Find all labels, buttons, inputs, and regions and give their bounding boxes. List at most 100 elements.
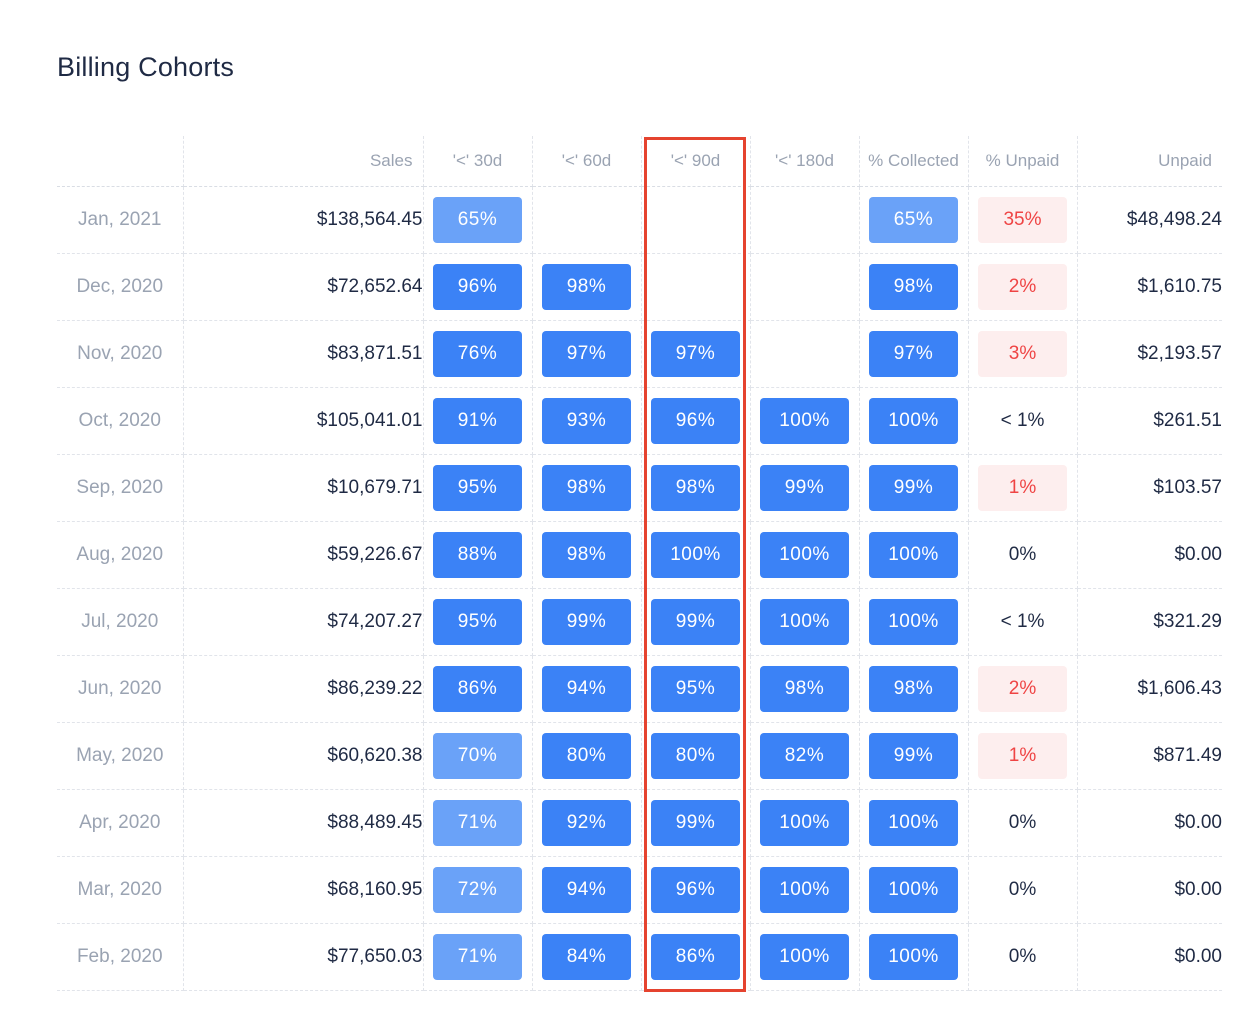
pct-pill-60d: 94%	[542, 665, 631, 712]
cell-60d: 98%	[532, 253, 642, 321]
unpaid-pct-badge: < 1%	[1000, 610, 1045, 632]
cell-180d: 100%	[750, 521, 860, 589]
cell-60d: 94%	[532, 655, 642, 723]
col-header-180d[interactable]: '<' 180d	[750, 136, 860, 187]
cohort-unpaid-amount: $0.00	[1077, 923, 1222, 991]
table-row[interactable]: Jan, 2021 $138,564.45 65% 65% 35% $48,498.24	[57, 186, 1222, 254]
pct-pill-30d: 88%	[433, 531, 522, 578]
col-header-90d[interactable]: '<' 90d	[641, 136, 751, 187]
table-row[interactable]: Dec, 2020 $72,652.64 96% 98% 98% 2% $1,610.75	[57, 253, 1222, 321]
cell-30d: 70%	[423, 722, 533, 790]
pct-pill-collected: 100%	[869, 531, 958, 578]
cell-90d: 98%	[641, 454, 751, 522]
pct-pill-90d: 100%	[651, 531, 740, 578]
table-row[interactable]: Apr, 2020 $88,489.45 71% 92% 99% 100% 100% 0% $0…	[57, 789, 1222, 857]
cell-60d: 93%	[532, 387, 642, 455]
pct-pill-90d: 80%	[651, 732, 740, 779]
cohort-month: Dec, 2020	[57, 253, 184, 321]
cell-collected: 100%	[859, 588, 969, 656]
pct-pill-60d: 94%	[542, 866, 631, 913]
unpaid-pct-badge: 0%	[1008, 811, 1037, 833]
pct-pill-180d	[760, 194, 849, 240]
cohort-month: May, 2020	[57, 722, 184, 790]
col-header-30d[interactable]: '<' 30d	[423, 136, 533, 187]
pct-pill-180d: 82%	[760, 732, 849, 779]
pct-pill-90d	[651, 194, 740, 240]
table-row[interactable]: Feb, 2020 $77,650.03 71% 84% 86% 100% 100% 0% $0…	[57, 923, 1222, 991]
cohort-month: Nov, 2020	[57, 320, 184, 388]
cell-60d: 80%	[532, 722, 642, 790]
cell-unpaid-pct: 35%	[968, 186, 1078, 254]
pct-pill-90d: 86%	[651, 933, 740, 980]
cell-180d: 100%	[750, 856, 860, 924]
pct-pill-60d: 97%	[542, 330, 631, 377]
cohort-unpaid-amount: $48,498.24	[1077, 186, 1222, 254]
cohort-month: Apr, 2020	[57, 789, 184, 857]
unpaid-pct-badge: 1%	[978, 464, 1067, 511]
pct-pill-60d: 99%	[542, 598, 631, 645]
cohort-unpaid-amount: $0.00	[1077, 521, 1222, 589]
unpaid-pct-badge: 35%	[978, 196, 1067, 243]
cell-collected: 100%	[859, 923, 969, 991]
col-header-60d[interactable]: '<' 60d	[532, 136, 642, 187]
cell-30d: 65%	[423, 186, 533, 254]
cell-180d	[750, 320, 860, 388]
pct-pill-60d: 98%	[542, 263, 631, 310]
cell-180d: 100%	[750, 789, 860, 857]
cohort-unpaid-amount: $2,193.57	[1077, 320, 1222, 388]
table-row[interactable]: May, 2020 $60,620.38 70% 80% 80% 82% 99% 1% $871…	[57, 722, 1222, 790]
table-row[interactable]: Jul, 2020 $74,207.27 95% 99% 99% 100% 100% < 1%…	[57, 588, 1222, 656]
cell-180d	[750, 186, 860, 254]
cohort-sales: $74,207.27	[183, 588, 424, 656]
col-header-unpaid-pct[interactable]: % Unpaid	[968, 136, 1078, 187]
cohort-sales: $138,564.45	[183, 186, 424, 254]
table-row[interactable]: Jun, 2020 $86,239.22 86% 94% 95% 98% 98% 2% $1,6…	[57, 655, 1222, 723]
col-header-unpaid[interactable]: Unpaid	[1077, 136, 1222, 187]
cell-unpaid-pct: 1%	[968, 454, 1078, 522]
pct-pill-60d: 93%	[542, 397, 631, 444]
cohort-sales: $72,652.64	[183, 253, 424, 321]
cell-unpaid-pct: 0%	[968, 923, 1078, 991]
cell-30d: 96%	[423, 253, 533, 321]
pct-pill-180d	[760, 261, 849, 307]
cohort-unpaid-amount: $0.00	[1077, 856, 1222, 924]
table-row[interactable]: Nov, 2020 $83,871.51 76% 97% 97% 97% 3% $2,193.…	[57, 320, 1222, 388]
pct-pill-60d: 80%	[542, 732, 631, 779]
cell-180d: 100%	[750, 923, 860, 991]
unpaid-pct-badge: 3%	[978, 330, 1067, 377]
pct-pill-30d: 72%	[433, 866, 522, 913]
cell-60d: 94%	[532, 856, 642, 924]
cohort-unpaid-amount: $103.57	[1077, 454, 1222, 522]
col-header-collected[interactable]: % Collected	[859, 136, 969, 187]
cohort-month: Oct, 2020	[57, 387, 184, 455]
cell-180d	[750, 253, 860, 321]
pct-pill-180d: 100%	[760, 866, 849, 913]
pct-pill-30d: 71%	[433, 799, 522, 846]
cell-60d: 98%	[532, 521, 642, 589]
col-header-sales[interactable]: Sales	[183, 136, 424, 187]
pct-pill-180d	[760, 328, 849, 374]
cell-unpaid-pct: < 1%	[968, 588, 1078, 656]
cell-60d: 92%	[532, 789, 642, 857]
cell-collected: 97%	[859, 320, 969, 388]
unpaid-pct-badge: 0%	[1008, 543, 1037, 565]
table-row[interactable]: Mar, 2020 $68,160.95 72% 94% 96% 100% 100% 0% $0…	[57, 856, 1222, 924]
table-row[interactable]: Sep, 2020 $10,679.71 95% 98% 98% 99% 99% 1% $103…	[57, 454, 1222, 522]
table-row[interactable]: Aug, 2020 $59,226.67 88% 98% 100% 100% 100% 0% $…	[57, 521, 1222, 589]
cohort-month: Jun, 2020	[57, 655, 184, 723]
cell-collected: 65%	[859, 186, 969, 254]
unpaid-pct-badge: 1%	[978, 732, 1067, 779]
pct-pill-180d: 100%	[760, 531, 849, 578]
cohort-unpaid-amount: $261.51	[1077, 387, 1222, 455]
cell-60d	[532, 186, 642, 254]
cell-90d: 95%	[641, 655, 751, 723]
pct-pill-90d: 97%	[651, 330, 740, 377]
unpaid-pct-badge: 2%	[978, 263, 1067, 310]
cell-90d: 99%	[641, 789, 751, 857]
cell-180d: 100%	[750, 588, 860, 656]
cell-collected: 100%	[859, 387, 969, 455]
pct-pill-60d: 84%	[542, 933, 631, 980]
cell-30d: 95%	[423, 588, 533, 656]
table-row[interactable]: Oct, 2020 $105,041.01 91% 93% 96% 100% 100% < 1…	[57, 387, 1222, 455]
pct-pill-30d: 70%	[433, 732, 522, 779]
